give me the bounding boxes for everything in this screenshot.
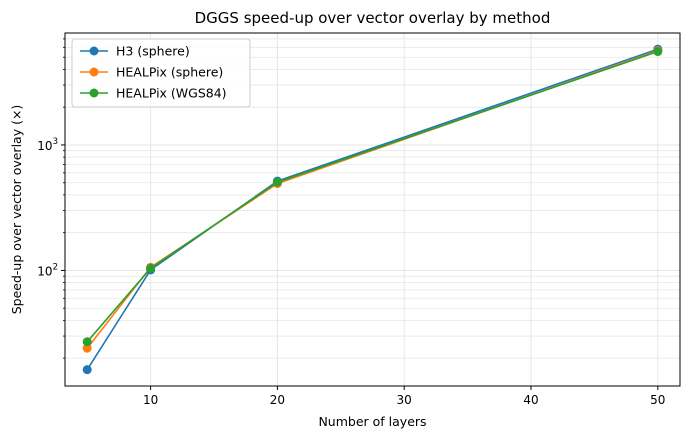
y-axis-label: Speed-up over vector overlay (×) [9,105,24,315]
data-point [146,263,156,273]
series-line [86,50,659,343]
chart-title: DGGS speed-up over vector overlay by met… [195,9,551,27]
data-point [82,365,92,375]
x-axis: 10 20 30 40 50 [143,386,665,407]
y-tick-label: 102 [37,262,58,278]
legend-label: HEALPix (WGS84) [116,86,227,101]
x-tick-label: 10 [143,393,158,407]
series-group [82,44,663,375]
legend: H3 (sphere) HEALPix (sphere) HEALPix (WGS8… [71,38,251,108]
x-tick-label: 20 [270,393,285,407]
legend-swatch-marker [89,46,99,56]
legend-swatch-marker [89,88,99,98]
data-point [82,337,92,347]
y-tick-label: 103 [37,137,58,153]
data-point [653,47,663,57]
plot-area [64,32,681,387]
data-point [82,343,92,353]
x-tick-label: 30 [397,393,412,407]
legend-label: HEALPix (sphere) [116,65,223,80]
data-point [272,177,282,187]
grid [65,33,680,386]
legend-swatch-marker [89,67,99,77]
x-tick-label: 40 [523,393,538,407]
x-axis-label: Number of layers [318,414,426,429]
legend-box [71,38,251,108]
x-tick-label: 50 [650,393,665,407]
y-axis: 102 103 [37,38,65,359]
legend-label: H3 (sphere) [116,44,190,59]
